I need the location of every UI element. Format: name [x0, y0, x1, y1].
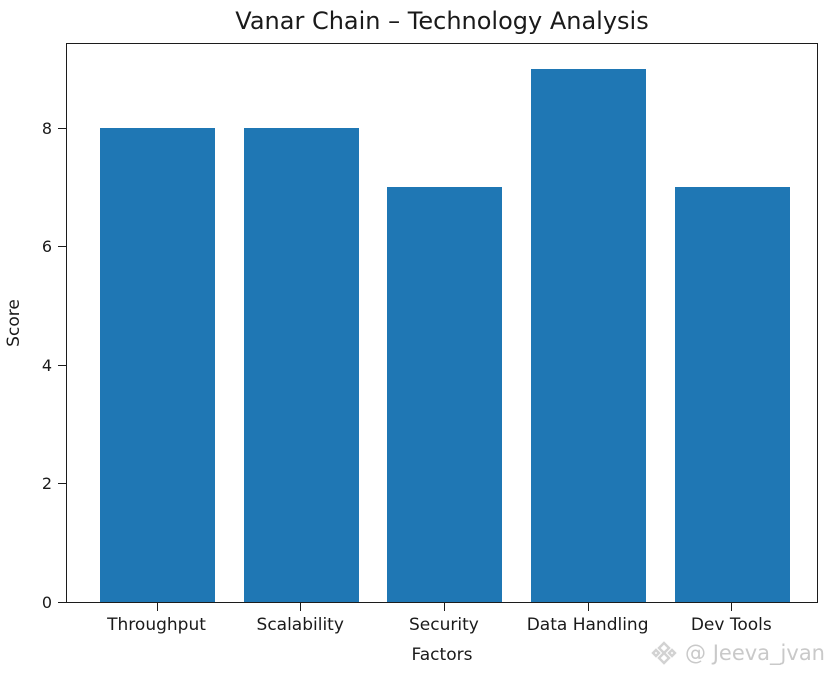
x-tick-mark	[300, 603, 302, 611]
y-tick-label: 4	[41, 355, 52, 375]
y-tick-label: 0	[41, 593, 52, 612]
x-tick-label: Security	[409, 615, 479, 635]
y-tick-label: 8	[41, 118, 52, 138]
x-tick-mark	[443, 603, 445, 611]
x-axis-label: Factors	[411, 645, 473, 665]
y-tick-mark	[58, 602, 66, 603]
x-tick-mark	[587, 603, 589, 611]
bar-data-handling	[531, 68, 647, 602]
x-tick-mark	[731, 603, 733, 611]
y-axis-label: Score	[4, 299, 24, 347]
gem-diamond-icon	[651, 641, 677, 665]
bar-security	[387, 187, 503, 602]
y-tick-mark	[58, 246, 66, 248]
watermark-text: @ Jeeva_jvan	[685, 641, 825, 665]
chart-title: Vanar Chain – Technology Analysis	[235, 7, 649, 35]
bar-scalability	[243, 127, 359, 602]
x-tick-label: Data Handling	[526, 615, 649, 635]
bar-throughput	[100, 127, 215, 602]
y-tick-mark	[58, 483, 66, 485]
x-tick-mark	[156, 603, 158, 611]
x-tick-label: Dev Tools	[690, 615, 772, 635]
x-tick-label: Scalability	[256, 615, 344, 635]
y-tick-label: 6	[41, 237, 52, 257]
x-tick-label: Throughput	[107, 615, 206, 635]
bar-dev-tools	[674, 187, 790, 602]
y-tick-mark	[58, 364, 66, 366]
y-tick-label: 2	[41, 474, 52, 494]
plot-area	[66, 43, 818, 603]
y-tick-mark	[58, 127, 66, 129]
watermark: @ Jeeva_jvan	[648, 637, 825, 669]
